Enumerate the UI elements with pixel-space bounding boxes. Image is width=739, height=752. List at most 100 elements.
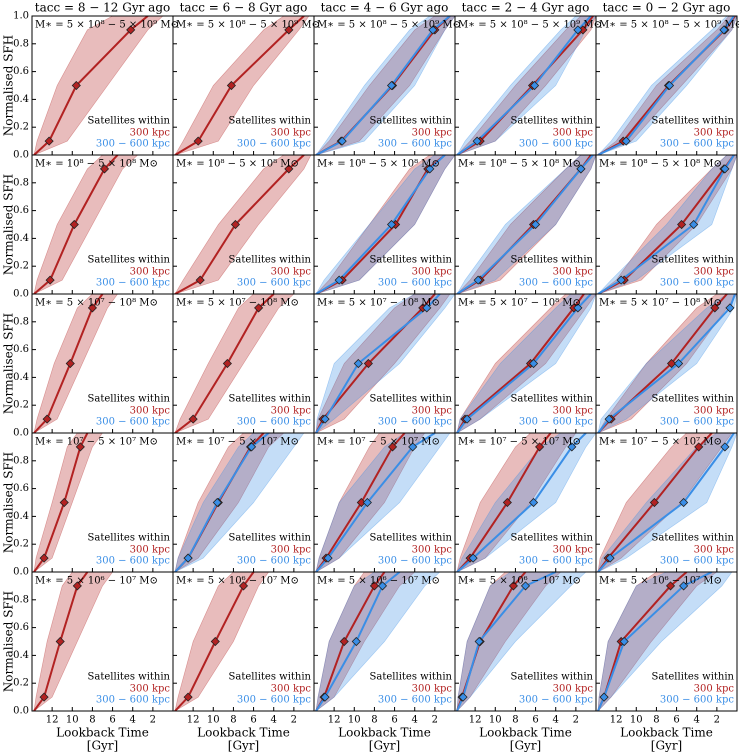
legend-entry: 300 kpc — [412, 406, 453, 417]
quantile-marker — [502, 497, 512, 508]
quantile-marker — [689, 219, 699, 230]
quantile-marker — [694, 442, 704, 452]
panel — [315, 16, 455, 155]
quantile-marker — [679, 581, 689, 591]
quantile-marker — [619, 636, 629, 647]
legend-entry: 300 kpc — [130, 545, 171, 556]
legend-entry: 300 kpc — [694, 406, 735, 417]
legend-entry: 300 kpc — [130, 684, 171, 695]
x-axis-label: Lookback Time — [56, 726, 149, 740]
row-label: M∗ = 5 × 10⁸ − 5 × 10⁹ M⊙ — [317, 20, 461, 31]
y-axis-label: Normalised SFH — [2, 591, 16, 692]
row-label: M∗ = 10⁷ − 5 × 10⁷ M⊙ — [458, 437, 581, 448]
legend-entry: 300 − 600 kpc — [237, 556, 312, 567]
legend-title: Satellites within — [229, 116, 312, 127]
quantile-marker — [474, 636, 484, 647]
y-axis-label: Normalised SFH — [2, 452, 16, 553]
x-axis-label: Lookback Time — [197, 726, 290, 740]
row-label: M∗ = 5 × 10⁶ − 10⁷ M⊙ — [458, 576, 581, 587]
panel — [33, 294, 118, 433]
quantile-marker — [425, 164, 435, 174]
x-tick-label: 10 — [489, 715, 502, 726]
x-tick-label: 2 — [150, 715, 156, 726]
legend-title: Satellites within — [88, 672, 171, 683]
panel — [33, 572, 113, 711]
y-tick-label: 0.8 — [13, 594, 29, 605]
quantile-marker — [621, 136, 631, 146]
quantile-marker — [72, 581, 82, 591]
quantile-marker — [351, 636, 361, 647]
y-tick-label: 0.0 — [13, 706, 29, 717]
quantile-marker — [222, 358, 232, 369]
quantile-marker — [71, 80, 81, 91]
x-axis-label: Lookback Time — [620, 726, 713, 740]
x-tick-label: 4 — [271, 715, 277, 726]
legend-entry: 300 kpc — [553, 267, 594, 278]
quantile-marker — [535, 442, 545, 452]
quantile-marker — [508, 581, 518, 591]
band — [597, 155, 737, 294]
band — [174, 16, 310, 155]
quantile-marker — [573, 25, 583, 35]
column-title: tacc = 4 − 6 Gyr ago — [321, 1, 449, 15]
band — [315, 155, 455, 294]
y-tick-label: 0.2 — [13, 400, 29, 411]
quantile-marker — [42, 414, 52, 424]
x-tick-label: 2 — [291, 715, 297, 726]
quantile-marker — [195, 275, 205, 285]
quantile-marker — [369, 581, 379, 591]
row-label: M∗ = 5 × 10⁶ − 10⁷ M⊙ — [599, 576, 722, 587]
y-tick-label: 0.4 — [13, 94, 29, 105]
legend-entry: 300 − 600 kpc — [96, 417, 171, 428]
x-tick-label: 12 — [328, 715, 341, 726]
band — [597, 572, 733, 711]
quantile-marker — [45, 275, 55, 285]
legend-entry: 300 − 600 kpc — [237, 695, 312, 706]
band — [315, 572, 416, 711]
legend-title: Satellites within — [88, 116, 171, 127]
quantile-marker — [674, 358, 684, 369]
x-tick-label: 6 — [532, 715, 538, 726]
legend-title: Satellites within — [652, 255, 735, 266]
x-tick-label: 12 — [610, 715, 623, 726]
band — [315, 572, 441, 711]
panel — [597, 16, 737, 155]
x-tick-label: 8 — [89, 715, 95, 726]
quantile-marker — [226, 80, 236, 91]
x-tick-label: 8 — [653, 715, 659, 726]
legend-entry: 300 − 600 kpc — [378, 417, 453, 428]
band — [315, 16, 455, 155]
quantile-marker — [65, 358, 75, 369]
panel — [33, 433, 103, 572]
quantile-marker — [720, 164, 730, 174]
quantile-marker — [468, 553, 478, 563]
y-tick-label: 0.4 — [13, 511, 29, 522]
quantile-marker — [462, 414, 472, 424]
legend-entry: 300 kpc — [553, 406, 594, 417]
row-label: M∗ = 5 × 10⁸ − 5 × 10⁹ M⊙ — [599, 20, 739, 31]
band — [174, 294, 295, 433]
x-tick-label: 4 — [412, 715, 418, 726]
y-axis-label: Normalised SFH — [2, 35, 16, 136]
quantile-marker — [339, 636, 349, 647]
y-tick-label: 0.6 — [13, 66, 29, 77]
quantile-marker — [238, 581, 249, 591]
y-tick-label: 0.8 — [13, 177, 29, 188]
x-axis-unit: [Gyr] — [369, 739, 400, 752]
quantile-marker — [44, 136, 54, 146]
quantile-marker — [363, 358, 373, 369]
quantile-marker — [573, 303, 583, 313]
x-tick-label: 6 — [250, 715, 256, 726]
quantile-marker — [284, 164, 294, 174]
quantile-marker — [616, 275, 626, 285]
band — [456, 155, 596, 294]
panel — [33, 155, 139, 294]
quantile-marker — [720, 442, 730, 452]
legend-title: Satellites within — [370, 255, 453, 266]
quantile-marker — [520, 581, 531, 591]
y-tick-label: 0.4 — [13, 233, 29, 244]
y-tick-label: 0.8 — [13, 316, 29, 327]
band — [315, 433, 451, 572]
quantile-marker — [567, 442, 577, 452]
legend-entry: 300 − 600 kpc — [660, 417, 735, 428]
